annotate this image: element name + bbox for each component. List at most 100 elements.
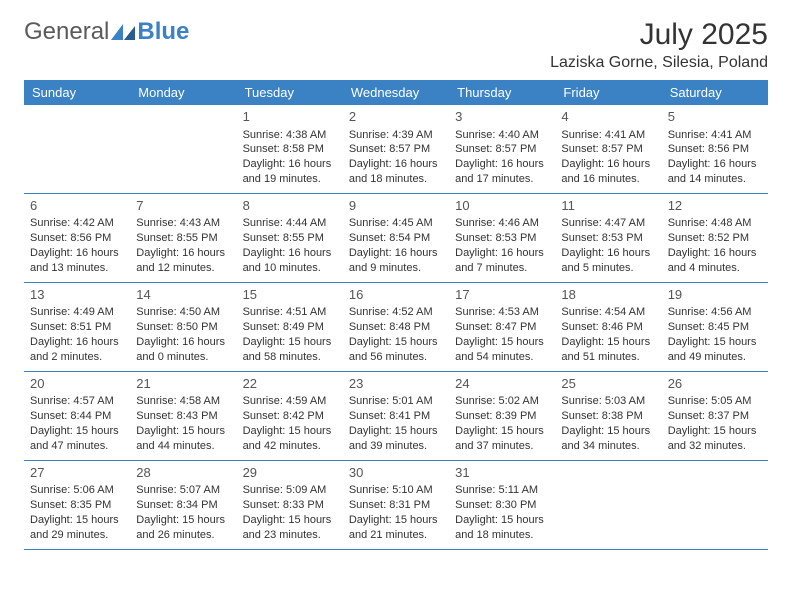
calendar-cell	[24, 105, 130, 193]
day-number: 14	[136, 286, 230, 304]
sunrise-line: Sunrise: 5:03 AM	[561, 394, 655, 409]
sunrise-line: Sunrise: 5:10 AM	[349, 483, 443, 498]
logo-text-general: General	[24, 18, 109, 46]
day-number: 23	[349, 375, 443, 393]
calendar-row: 1Sunrise: 4:38 AMSunset: 8:58 PMDaylight…	[24, 105, 768, 194]
calendar-cell: 25Sunrise: 5:03 AMSunset: 8:38 PMDayligh…	[555, 372, 661, 460]
calendar-cell: 26Sunrise: 5:05 AMSunset: 8:37 PMDayligh…	[662, 372, 768, 460]
calendar-cell: 21Sunrise: 4:58 AMSunset: 8:43 PMDayligh…	[130, 372, 236, 460]
daylight-line: Daylight: 15 hours and 51 minutes.	[561, 335, 655, 365]
daylight-line: Daylight: 16 hours and 5 minutes.	[561, 246, 655, 276]
sunrise-line: Sunrise: 4:50 AM	[136, 305, 230, 320]
sunset-line: Sunset: 8:57 PM	[349, 142, 443, 157]
daylight-line: Daylight: 15 hours and 54 minutes.	[455, 335, 549, 365]
sunrise-line: Sunrise: 4:39 AM	[349, 128, 443, 143]
calendar-cell: 3Sunrise: 4:40 AMSunset: 8:57 PMDaylight…	[449, 105, 555, 193]
calendar-cell: 29Sunrise: 5:09 AMSunset: 8:33 PMDayligh…	[237, 461, 343, 549]
calendar-cell: 8Sunrise: 4:44 AMSunset: 8:55 PMDaylight…	[237, 194, 343, 282]
sunset-line: Sunset: 8:38 PM	[561, 409, 655, 424]
calendar-cell: 11Sunrise: 4:47 AMSunset: 8:53 PMDayligh…	[555, 194, 661, 282]
daylight-line: Daylight: 15 hours and 49 minutes.	[668, 335, 762, 365]
calendar-cell: 10Sunrise: 4:46 AMSunset: 8:53 PMDayligh…	[449, 194, 555, 282]
calendar-cell: 28Sunrise: 5:07 AMSunset: 8:34 PMDayligh…	[130, 461, 236, 549]
sunset-line: Sunset: 8:47 PM	[455, 320, 549, 335]
calendar-cell: 16Sunrise: 4:52 AMSunset: 8:48 PMDayligh…	[343, 283, 449, 371]
day-number: 7	[136, 197, 230, 215]
sunrise-line: Sunrise: 5:09 AM	[243, 483, 337, 498]
calendar-cell: 1 Sunrise: 4:38 AMSunset: 8:58 PMDaylight…	[237, 105, 343, 193]
sunset-line: Sunset: 8:57 PM	[561, 142, 655, 157]
daylight-line: Daylight: 15 hours and 32 minutes.	[668, 424, 762, 454]
calendar-cell: 31Sunrise: 5:11 AMSunset: 8:30 PMDayligh…	[449, 461, 555, 549]
sunset-line: Sunset: 8:42 PM	[243, 409, 337, 424]
daylight-line: Daylight: 15 hours and 58 minutes.	[243, 335, 337, 365]
sunrise-line: Sunrise: 4:56 AM	[668, 305, 762, 320]
calendar-row: 13Sunrise: 4:49 AMSunset: 8:51 PMDayligh…	[24, 283, 768, 372]
sunset-line: Sunset: 8:56 PM	[30, 231, 124, 246]
sunrise-line: Sunrise: 4:41 AM	[561, 128, 655, 143]
daylight-line: Daylight: 16 hours and 4 minutes.	[668, 246, 762, 276]
daylight-line: Daylight: 15 hours and 23 minutes.	[243, 513, 337, 543]
daylight-line: Daylight: 16 hours and 16 minutes.	[561, 157, 655, 187]
day-number: 1	[243, 108, 337, 126]
day-number: 24	[455, 375, 549, 393]
sunset-line: Sunset: 8:39 PM	[455, 409, 549, 424]
daylight-line: Daylight: 16 hours and 7 minutes.	[455, 246, 549, 276]
sunset-line: Sunset: 8:45 PM	[668, 320, 762, 335]
sunset-line: Sunset: 8:53 PM	[455, 231, 549, 246]
calendar-cell: 27Sunrise: 5:06 AMSunset: 8:35 PMDayligh…	[24, 461, 130, 549]
calendar-cell: 14Sunrise: 4:50 AMSunset: 8:50 PMDayligh…	[130, 283, 236, 371]
dayname-wednesday: Wednesday	[343, 80, 449, 105]
daylight-line: Daylight: 16 hours and 10 minutes.	[243, 246, 337, 276]
daylight-line: Daylight: 15 hours and 34 minutes.	[561, 424, 655, 454]
calendar-cell: 15Sunrise: 4:51 AMSunset: 8:49 PMDayligh…	[237, 283, 343, 371]
day-number: 31	[455, 464, 549, 482]
calendar-body: 1Sunrise: 4:38 AMSunset: 8:58 PMDaylight…	[24, 105, 768, 550]
sunrise-line: Sunrise: 5:02 AM	[455, 394, 549, 409]
day-number: 25	[561, 375, 655, 393]
sunrise-line: Sunrise: 4:59 AM	[243, 394, 337, 409]
daylight-line: Daylight: 16 hours and 12 minutes.	[136, 246, 230, 276]
sunset-line: Sunset: 8:56 PM	[668, 142, 762, 157]
day-number: 28	[136, 464, 230, 482]
day-number: 30	[349, 464, 443, 482]
calendar-header: Sunday Monday Tuesday Wednesday Thursday…	[24, 80, 768, 105]
sunset-line: Sunset: 8:58 PM	[243, 142, 337, 157]
sunset-line: Sunset: 8:50 PM	[136, 320, 230, 335]
calendar-cell: 17Sunrise: 4:53 AMSunset: 8:47 PMDayligh…	[449, 283, 555, 371]
calendar-row: 6Sunrise: 4:42 AMSunset: 8:56 PMDaylight…	[24, 194, 768, 283]
calendar-cell: 5Sunrise: 4:41 AMSunset: 8:56 PMDaylight…	[662, 105, 768, 193]
sunrise-line: Sunrise: 4:38 AM	[243, 128, 337, 143]
calendar-cell: 7Sunrise: 4:43 AMSunset: 8:55 PMDaylight…	[130, 194, 236, 282]
location: Laziska Gorne, Silesia, Poland	[550, 54, 768, 72]
sunrise-line: Sunrise: 4:51 AM	[243, 305, 337, 320]
sunset-line: Sunset: 8:55 PM	[136, 231, 230, 246]
dayname-saturday: Saturday	[662, 80, 768, 105]
calendar-cell: 2Sunrise: 4:39 AMSunset: 8:57 PMDaylight…	[343, 105, 449, 193]
daylight-line: Daylight: 16 hours and 19 minutes.	[243, 157, 337, 187]
daylight-line: Daylight: 15 hours and 47 minutes.	[30, 424, 124, 454]
daylight-line: Daylight: 15 hours and 26 minutes.	[136, 513, 230, 543]
sunset-line: Sunset: 8:51 PM	[30, 320, 124, 335]
daylight-line: Daylight: 16 hours and 18 minutes.	[349, 157, 443, 187]
calendar-row: 27Sunrise: 5:06 AMSunset: 8:35 PMDayligh…	[24, 461, 768, 550]
daylight-line: Daylight: 15 hours and 42 minutes.	[243, 424, 337, 454]
day-number: 4	[561, 108, 655, 126]
calendar-cell: 4 Sunrise: 4:41 AMSunset: 8:57 PMDaylight…	[555, 105, 661, 193]
day-number: 21	[136, 375, 230, 393]
sunset-line: Sunset: 8:46 PM	[561, 320, 655, 335]
header: General Blue July 2025 Laziska Gorne, Si…	[24, 18, 768, 72]
sunset-line: Sunset: 8:43 PM	[136, 409, 230, 424]
calendar-cell: 9Sunrise: 4:45 AMSunset: 8:54 PMDaylight…	[343, 194, 449, 282]
sunrise-line: Sunrise: 4:40 AM	[455, 128, 549, 143]
daylight-line: Daylight: 16 hours and 17 minutes.	[455, 157, 549, 187]
calendar-cell: 24Sunrise: 5:02 AMSunset: 8:39 PMDayligh…	[449, 372, 555, 460]
dayname-sunday: Sunday	[24, 80, 130, 105]
calendar-cell: 18Sunrise: 4:54 AMSunset: 8:46 PMDayligh…	[555, 283, 661, 371]
sunset-line: Sunset: 8:57 PM	[455, 142, 549, 157]
sunset-line: Sunset: 8:41 PM	[349, 409, 443, 424]
day-number: 6	[30, 197, 124, 215]
dayname-monday: Monday	[130, 80, 236, 105]
daylight-line: Daylight: 15 hours and 21 minutes.	[349, 513, 443, 543]
calendar-cell: 23Sunrise: 5:01 AMSunset: 8:41 PMDayligh…	[343, 372, 449, 460]
